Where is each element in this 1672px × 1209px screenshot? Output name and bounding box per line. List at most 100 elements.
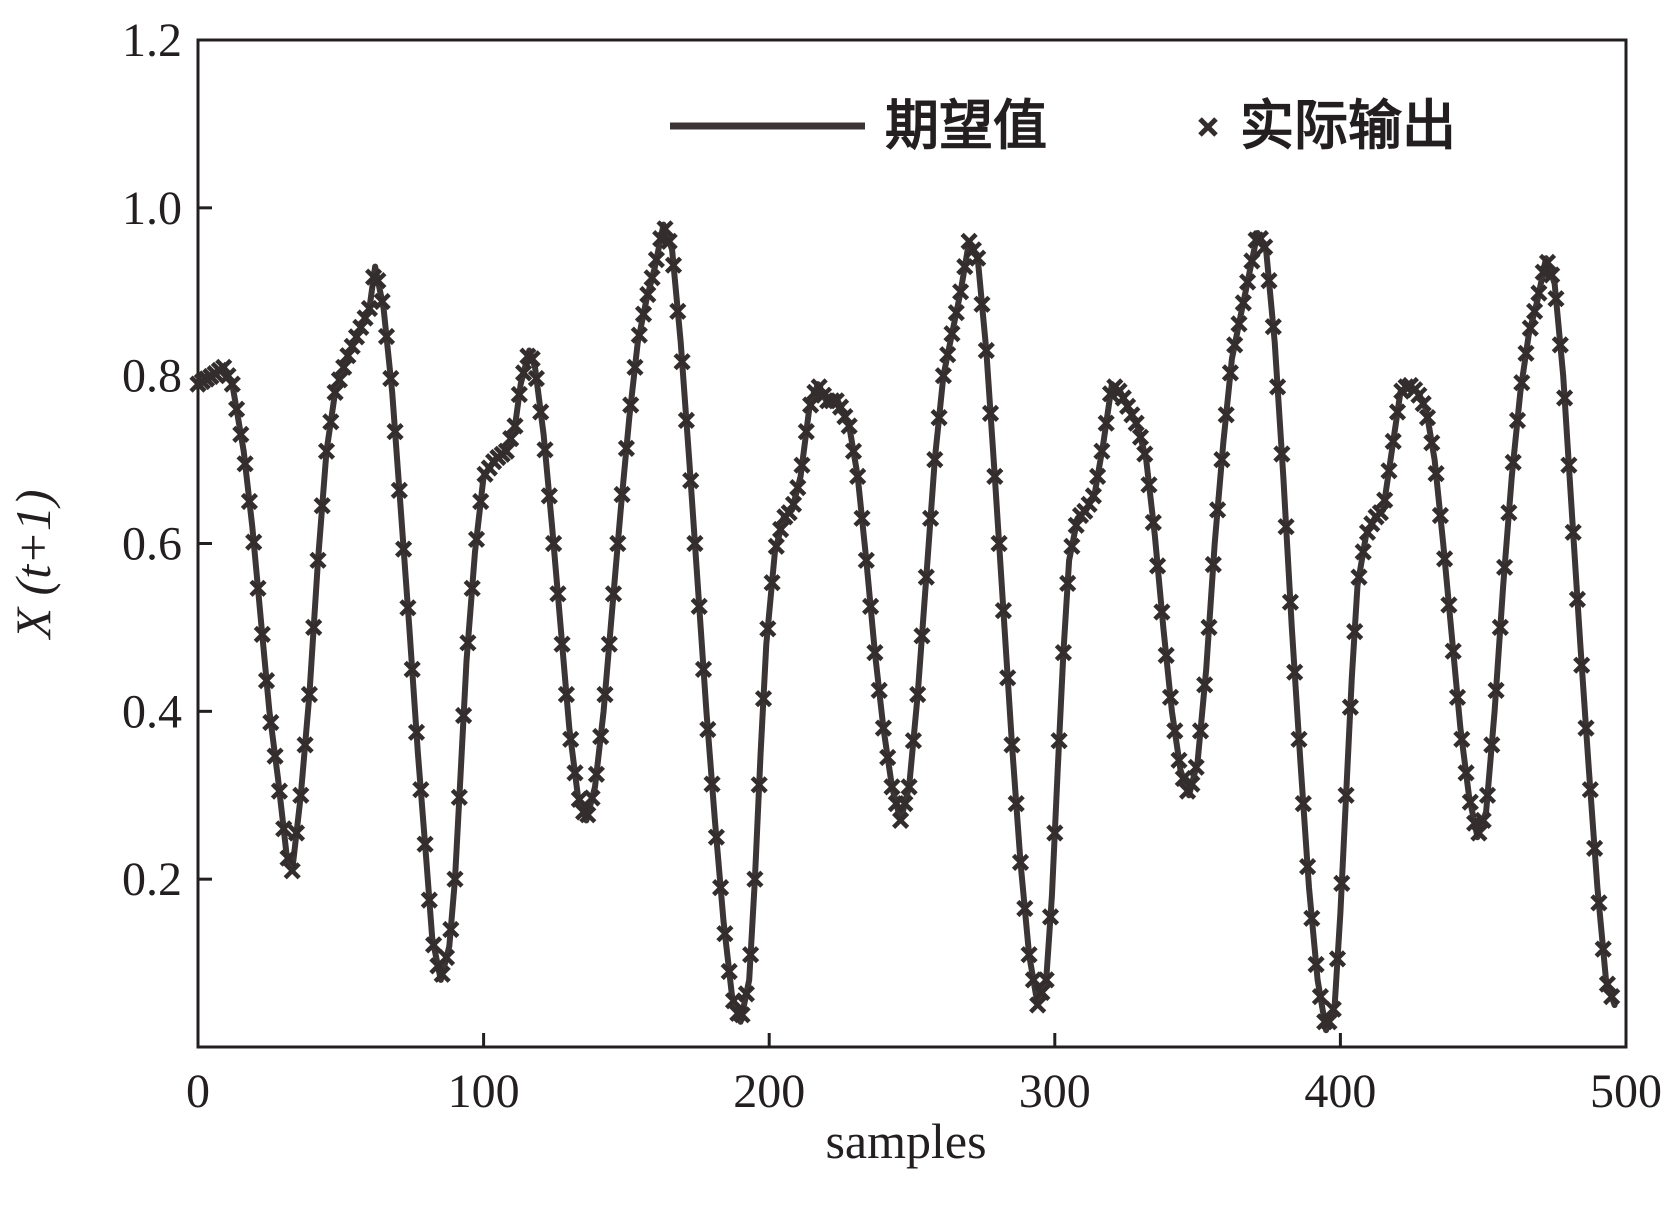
data-point-marker [1084, 487, 1102, 505]
data-point-marker [1024, 971, 1042, 989]
data-point-marker [789, 479, 807, 497]
data-point-marker [467, 530, 486, 548]
data-point-marker [1281, 593, 1299, 611]
data-point-marker [347, 328, 366, 346]
data-point-marker [390, 481, 408, 499]
data-point-marker [1286, 663, 1304, 681]
data-point-marker [1350, 568, 1368, 586]
data-point-marker [694, 660, 713, 678]
y-axis-title: X (t+1) [5, 490, 61, 641]
data-point-marker [973, 295, 991, 313]
data-point-marker [904, 732, 922, 750]
data-point-marker [1324, 1000, 1342, 1018]
data-point-marker [253, 625, 271, 643]
data-point-marker [896, 795, 914, 813]
data-point-marker [1059, 574, 1077, 592]
data-point-marker [986, 467, 1004, 485]
data-point-marker [784, 495, 803, 513]
x-axis-title: samples [825, 1113, 986, 1169]
data-point-marker [930, 409, 948, 427]
data-point-marker [1526, 302, 1544, 320]
data-point-marker [1269, 378, 1287, 396]
data-point-marker [981, 404, 1000, 422]
data-point-marker [557, 685, 575, 704]
x-tick-label: 200 [733, 1065, 805, 1118]
data-point-marker [472, 492, 490, 511]
data-point-marker [1538, 253, 1557, 271]
data-point-marker [630, 326, 648, 344]
data-point-marker [909, 685, 927, 704]
data-point-marker [1487, 681, 1505, 699]
x-tick-label: 300 [1019, 1065, 1091, 1118]
data-point-marker [1384, 432, 1402, 450]
data-point-marker [1603, 988, 1621, 1006]
marker-layer [189, 220, 1621, 1031]
data-point-marker [1131, 428, 1150, 446]
y-tick-label: 0.4 [122, 685, 182, 738]
data-point-marker [326, 383, 344, 401]
data-point-marker [690, 597, 708, 615]
data-point-marker [1299, 858, 1317, 876]
data-point-marker [1568, 590, 1586, 608]
data-point-marker [892, 811, 910, 829]
data-point-marker [425, 936, 443, 954]
data-point-marker [943, 325, 961, 343]
y-tick-label: 0.2 [122, 853, 182, 906]
data-point-marker [1414, 395, 1432, 413]
y-tick-label: 0.8 [122, 350, 182, 403]
data-point-marker [1251, 230, 1269, 248]
data-point-marker [1239, 273, 1257, 291]
data-point-marker [249, 579, 267, 597]
data-point-marker [412, 781, 430, 799]
data-point-marker [647, 251, 665, 269]
data-point-marker [1063, 537, 1081, 555]
data-point-marker [832, 398, 850, 416]
data-point-marker [1358, 523, 1377, 541]
data-point-marker [1226, 336, 1244, 354]
y-tick-label: 0.6 [122, 518, 182, 571]
data-point-marker [527, 369, 545, 388]
data-point-marker [236, 455, 254, 473]
data-point-marker [862, 597, 880, 615]
data-point-marker [369, 272, 387, 290]
data-point-marker [1577, 719, 1595, 737]
data-point-marker [1423, 434, 1441, 452]
data-point-marker [1346, 623, 1364, 641]
axis-ticks: 0 100 200 300 400 500 0.2 0.4 0.6 0.8 1.0 1.2 [122, 14, 1662, 1118]
data-point-marker [1496, 558, 1514, 576]
y-tick-label: 1.2 [122, 14, 182, 67]
data-point-marker [437, 948, 456, 967]
data-point-marker [228, 400, 246, 418]
data-point-marker [300, 685, 318, 704]
data-point-marker [1564, 523, 1582, 541]
data-point-marker [1007, 795, 1025, 813]
data-point-marker [343, 337, 361, 355]
data-point-marker [1119, 397, 1137, 415]
data-point-marker [870, 681, 888, 699]
data-point-marker [1144, 513, 1162, 532]
data-point-marker [840, 417, 858, 435]
data-point-marker [240, 492, 258, 511]
data-point-marker [793, 456, 811, 474]
data-point-marker [579, 806, 597, 824]
data-point-marker [1221, 364, 1239, 382]
data-point-marker [939, 346, 957, 364]
data-point-marker [1149, 557, 1167, 575]
data-point-marker [446, 870, 464, 888]
data-point-marker [1341, 698, 1359, 716]
data-point-marker [1483, 736, 1501, 754]
data-point-marker [596, 685, 614, 704]
data-point-marker [377, 327, 396, 346]
data-point-marker [1204, 555, 1222, 574]
data-point-marker [459, 634, 477, 652]
data-point-marker [1256, 238, 1274, 256]
data-point-marker [913, 627, 931, 645]
data-point-marker [287, 824, 306, 842]
data-point-marker [523, 350, 541, 368]
data-point-marker [1530, 284, 1548, 302]
data-point-marker [1461, 793, 1479, 811]
data-point-marker [1303, 909, 1321, 927]
data-point-marker [373, 292, 391, 311]
data-point-marker [502, 430, 520, 448]
